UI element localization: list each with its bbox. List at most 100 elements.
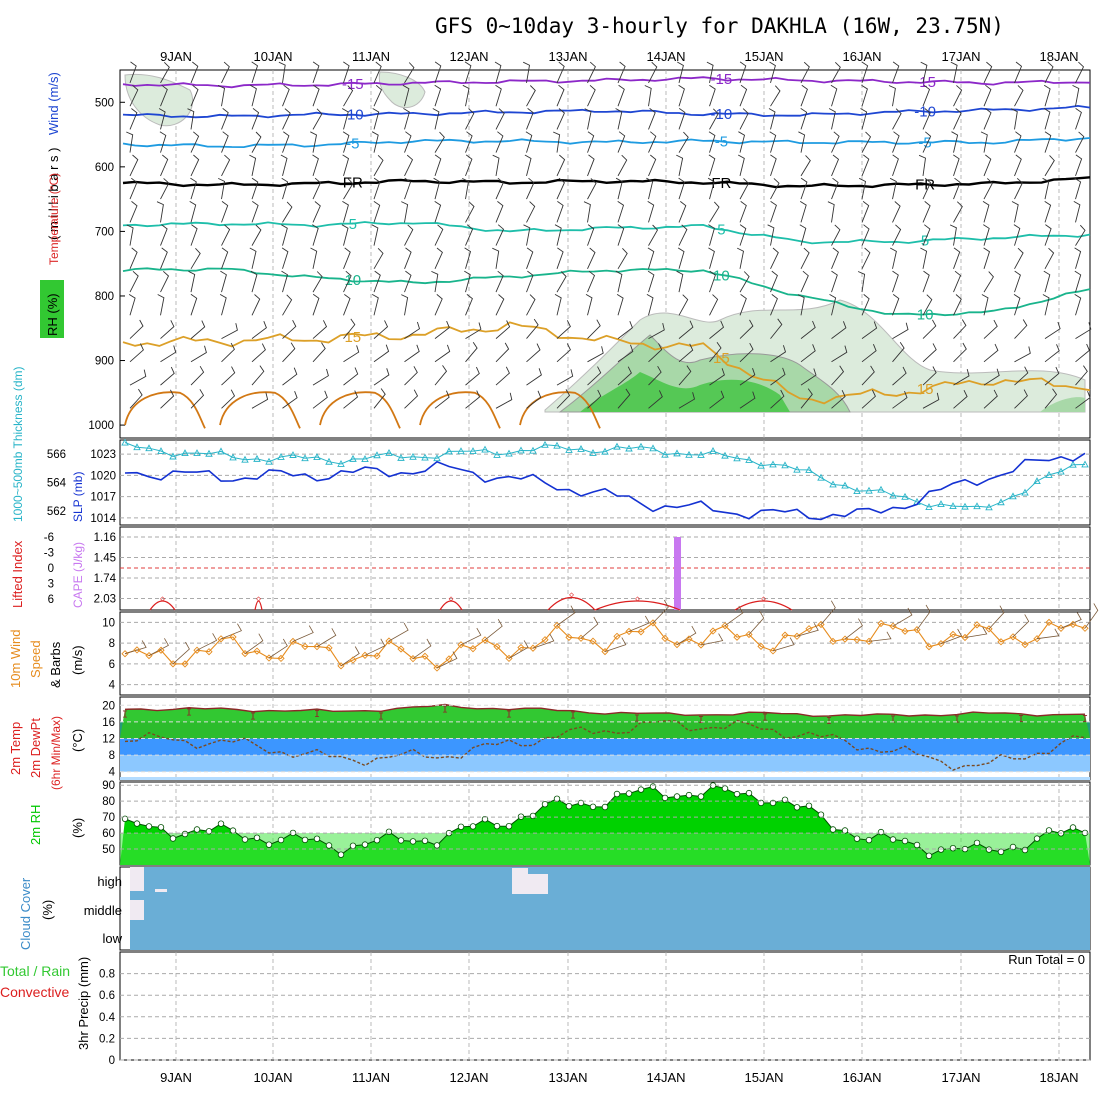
thickness-point-26 [433, 454, 441, 462]
rh-point-69 [949, 845, 957, 852]
slp-tick-1023: 1023 [90, 449, 116, 461]
wind-label-b: Speed [28, 640, 43, 678]
wind-barb-2-10 [432, 108, 440, 130]
temp-minmax-24: I [506, 710, 512, 721]
wind-barb-13-26 [922, 366, 937, 386]
thickness-point-14 [289, 451, 297, 458]
thickness-point-39 [589, 448, 597, 456]
wind-barb-8-2 [190, 247, 201, 270]
pressure-tick-800: 800 [95, 291, 114, 303]
wind-barb-8-12 [492, 247, 500, 269]
wind-barb-4-25 [892, 154, 899, 177]
wind-barb-9-20 [739, 271, 750, 293]
bottom-date-9JAN: 9JAN [160, 1070, 192, 1085]
wind-barb-5-24 [858, 177, 867, 200]
precip-tick-0.6: 0.6 [99, 990, 115, 1002]
rh-labels: 2m RH (%) [28, 805, 85, 845]
wind-speed-point-30 [481, 636, 489, 644]
wind-speed-point-21 [373, 652, 381, 660]
wind-barb-8-20 [737, 247, 745, 269]
wind-barb-9-12 [495, 270, 504, 293]
wind-barb-12-22 [800, 344, 816, 363]
temp-tick-8: 8 [109, 750, 115, 762]
rh-point-77 [1045, 827, 1053, 834]
slp-tick-1017: 1017 [90, 492, 116, 504]
wind-barb-3-22 [798, 131, 806, 153]
wind-barb-0-13 [523, 61, 531, 83]
wind-label-a: 10m Wind [8, 629, 23, 688]
lifted-cape-labels: Lifted Index CAPE (J/kg) [10, 540, 85, 608]
isotherm-20-bump-2 [319, 391, 401, 429]
wind-barb-14-5 [282, 391, 298, 409]
wind-barb-11-25 [892, 322, 909, 339]
top-date-11JAN: 11JAN [352, 49, 390, 64]
rh-point-26 [433, 842, 441, 849]
thickness-point-68 [937, 500, 945, 508]
rh-point-25 [421, 837, 429, 844]
wind-barb-2-11 [465, 108, 475, 130]
bottom-date-14JAN: 14JAN [646, 1070, 685, 1085]
thickness-point-25 [421, 453, 429, 461]
wind-barb-9-28 [983, 271, 994, 293]
wind-barb-13-13 [526, 368, 542, 386]
wind-barb-5-10 [433, 177, 441, 200]
temp-dewpt-panel: IIIIIIIIIIIIIIII48121620 [102, 700, 1090, 780]
wind-barb-8-1 [160, 247, 168, 269]
thickness-point-9 [229, 453, 237, 461]
surface-wind-barb-28 [460, 627, 482, 646]
surface-wind-barb-66 [916, 604, 931, 630]
rh-point-35 [541, 801, 549, 808]
wind-barb-0-18 [677, 61, 684, 84]
wind-barb-0-7 [343, 61, 350, 84]
rh-point-56 [793, 804, 801, 811]
wind-barb-3-20 [738, 131, 746, 153]
rh-point-24 [409, 838, 417, 845]
wind-tick-8: 8 [109, 638, 115, 650]
wind-barb-8-25 [889, 247, 897, 269]
wind-speed-point-5 [181, 660, 189, 668]
rh-point-31 [493, 822, 501, 830]
wind-speed-point-60 [841, 635, 849, 643]
wind-barb-13-17 [648, 365, 662, 386]
wind-barb-14-30 [1044, 388, 1058, 409]
wind-speed-point-29 [469, 645, 477, 653]
wind-barb-3-8 [371, 131, 379, 153]
rh-point-11 [253, 834, 261, 841]
slp-axis-label: SLP (mb) [71, 472, 85, 522]
wind-barb-4-12 [492, 154, 500, 176]
wind-barb-8-15 [587, 247, 596, 269]
thickness-point-73 [997, 498, 1005, 506]
wind-barb-0-31 [1075, 61, 1085, 84]
wind-barb-6-17 [647, 201, 655, 223]
wind-barb-3-13 [525, 131, 533, 153]
wind-barb-0-26 [920, 61, 928, 83]
wind-barb-1-8 [373, 84, 383, 107]
wind-barb-5-23 [831, 177, 839, 200]
wind-barb-13-0 [129, 369, 147, 386]
thickness-point-64 [889, 491, 897, 499]
thickness-point-0 [121, 438, 129, 446]
wind-barb-1-10 [434, 84, 442, 107]
wind-barb-1-5 [282, 84, 290, 107]
lifted-index-marker-2: ◇ [449, 594, 454, 603]
wind-barb-5-25 [889, 177, 897, 200]
wind-barb-4-14 [556, 154, 566, 177]
wind-barb-6-8 [373, 201, 381, 223]
top-date-12JAN: 12JAN [449, 49, 488, 64]
precip-tick-0.2: 0.2 [99, 1033, 115, 1045]
thickness-point-55 [781, 461, 789, 469]
wind-speed-point-43 [637, 628, 645, 636]
precip-labels: Total / Rain Convective 3hr Precip (mm) … [0, 952, 1085, 1050]
wind-speed-point-19 [349, 656, 357, 664]
wind-barb-13-27 [953, 368, 970, 386]
thickness-point-69 [949, 502, 957, 510]
wind-barb-6-29 [1011, 201, 1019, 223]
thickness-point-23 [397, 453, 405, 461]
thickness-point-17 [325, 457, 333, 465]
wind-barb-13-31 [1075, 365, 1088, 386]
wind-axis-label: Wind (m/s) [46, 72, 61, 135]
wind-barb-10-19 [709, 294, 719, 316]
wind-barb-0-28 [983, 61, 993, 84]
isotherm-label--15-2: -15 [914, 74, 936, 91]
rh-patch-top [378, 71, 426, 108]
